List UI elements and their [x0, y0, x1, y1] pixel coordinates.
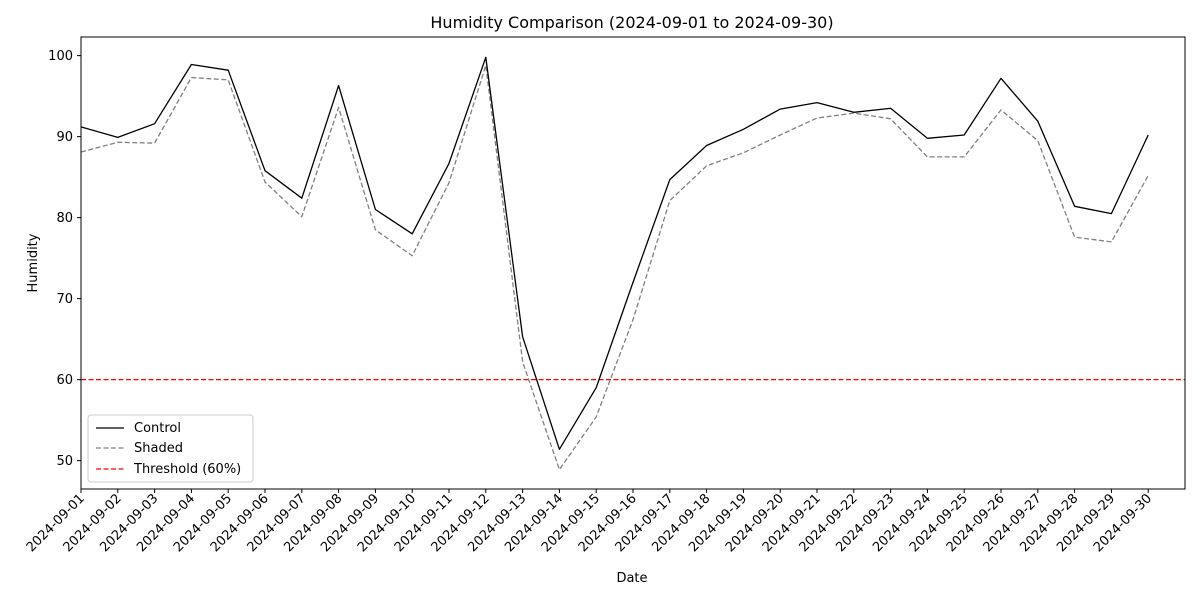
y-tick-label: 100	[48, 49, 73, 64]
y-tick-label: 90	[56, 130, 73, 145]
chart-title: Humidity Comparison (2024-09-01 to 2024-…	[430, 13, 833, 32]
series-line-shaded	[80, 64, 1149, 471]
y-tick-label: 80	[56, 211, 73, 226]
y-tick-label: 70	[56, 292, 73, 307]
legend-label-threshold: Threshold (60%)	[133, 462, 241, 477]
y-axis-label: Humidity	[26, 233, 41, 292]
legend-box	[87, 414, 254, 483]
legend-label-shaded: Shaded	[134, 441, 183, 456]
legend-label-control: Control	[134, 421, 181, 436]
legend: Control Shaded Threshold (60%)	[87, 414, 254, 483]
y-tick-label: 60	[56, 373, 73, 388]
series-line-control	[80, 56, 1149, 450]
y-tick-label: 50	[56, 454, 73, 469]
x-axis-label: Date	[616, 571, 647, 586]
